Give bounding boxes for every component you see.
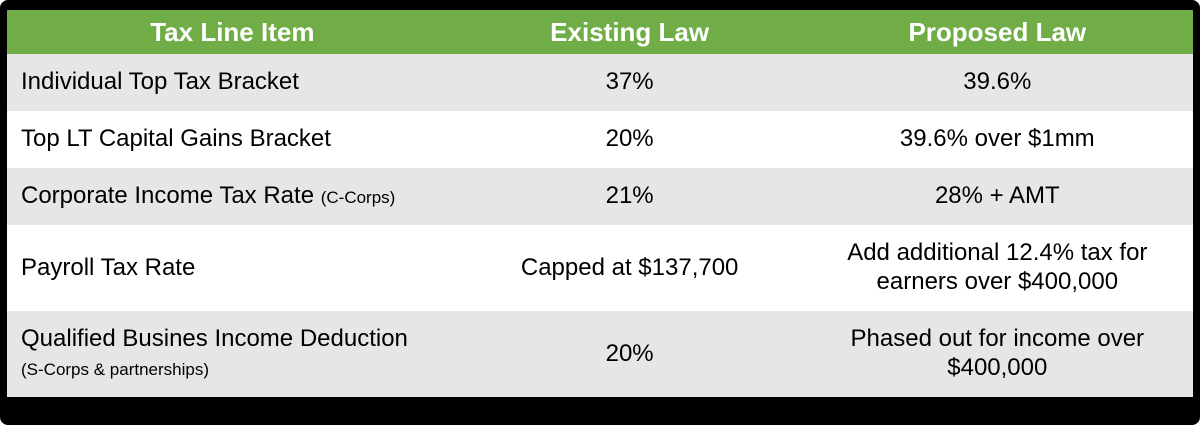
column-header-proposed-law: Proposed Law: [801, 10, 1193, 54]
cell-existing-law: Capped at $137,700: [520, 253, 739, 281]
table-row-qualified-business-income-deduction: Qualified Busines Income Deduction (S-Co…: [7, 311, 1193, 397]
table-row-individual-top-tax-bracket: Individual Top Tax Bracket 37% 39.6%: [7, 54, 1193, 111]
tax-line-item-note: (C-Corps): [320, 188, 396, 208]
cell-proposed-law: 39.6% over $1mm: [899, 125, 1095, 153]
tax-comparison-table: Tax Line Item Existing Law Proposed Law …: [7, 10, 1193, 397]
tax-line-item-label: Payroll Tax Rate: [21, 253, 196, 281]
cell-existing-law: 21%: [605, 182, 654, 210]
cell-proposed-law: Add additional 12.4% tax for earners ove…: [847, 239, 1148, 295]
cell-tax-line-item: Payroll Tax Rate: [7, 225, 458, 311]
header-row: Tax Line Item Existing Law Proposed Law: [7, 10, 1193, 54]
cell-tax-line-item: Corporate Income Tax Rate (C-Corps): [7, 168, 458, 225]
cell-proposed-law: 28% + AMT: [934, 182, 1060, 210]
tax-line-item-label: Individual Top Tax Bracket: [21, 68, 299, 96]
cell-proposed-law: Phased out for income over $400,000: [850, 325, 1145, 381]
cell-tax-line-item: Top LT Capital Gains Bracket: [7, 111, 458, 168]
column-header-existing-law: Existing Law: [457, 10, 802, 54]
column-header-tax-line-item: Tax Line Item: [7, 10, 458, 54]
cell-existing-law: 20%: [605, 339, 654, 367]
tax-line-item-label: Qualified Busines Income Deduction: [21, 325, 408, 353]
cell-existing-law: 37%: [605, 68, 654, 96]
table-row-top-lt-capital-gains-bracket: Top LT Capital Gains Bracket 20% 39.6% o…: [7, 111, 1193, 168]
cell-tax-line-item: Individual Top Tax Bracket: [7, 54, 458, 111]
table-row-payroll-tax-rate: Payroll Tax Rate Capped at $137,700 Add …: [7, 225, 1193, 311]
cell-tax-line-item: Qualified Busines Income Deduction (S-Co…: [7, 311, 458, 397]
cell-proposed-law: 39.6%: [963, 68, 1032, 96]
cell-existing-law: 20%: [605, 125, 654, 153]
tax-line-item-note: (S-Corps & partnerships): [21, 360, 210, 379]
tax-line-item-label: Top LT Capital Gains Bracket: [21, 125, 331, 153]
tax-line-item-label: Corporate Income Tax Rate: [21, 182, 315, 210]
table-row-corporate-income-tax-rate: Corporate Income Tax Rate (C-Corps) 21% …: [7, 168, 1193, 225]
